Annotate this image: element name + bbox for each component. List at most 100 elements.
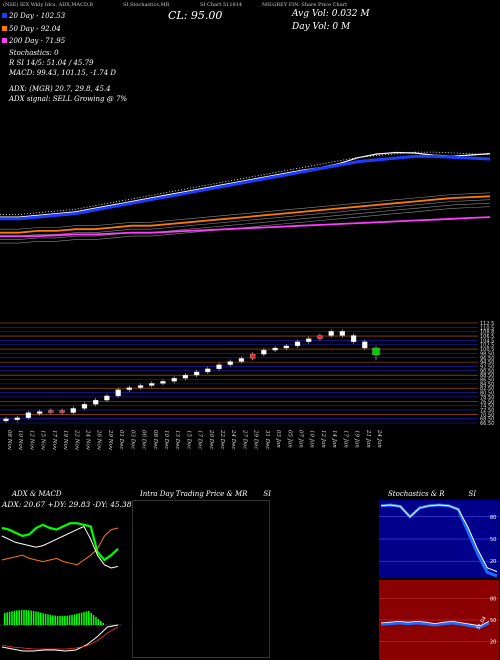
rsi-readout: R SI 14/5: 51.04 / 45.79 [9, 59, 94, 67]
macd-hist-bar [76, 613, 78, 625]
date-label: 20 Dec [208, 429, 214, 450]
macd-hist-bar [6, 612, 8, 625]
candle-body [104, 395, 110, 401]
adx-line-adx [1, 525, 119, 569]
price-label: 86.50 [480, 378, 494, 384]
candle-body [317, 335, 323, 339]
date-label: 15 Nov [40, 430, 46, 451]
date-label: 01 Dec [118, 430, 124, 450]
candle-body [126, 387, 132, 390]
date-label: 10 Jan [309, 430, 315, 448]
macd-hist-bar [35, 611, 37, 625]
date-label: 24 Jan [376, 429, 382, 448]
date-label: 08 Nov [6, 430, 12, 451]
macd-hist-bar [28, 610, 30, 625]
candle-body [362, 341, 368, 349]
date-label: 17 Dec [197, 430, 203, 450]
macd-hist-bar [20, 610, 23, 625]
macd-hist-bar [83, 612, 85, 625]
macd-hist-bar [64, 615, 66, 625]
ma-line-200-day [0, 216, 491, 237]
price-label: 84.50 [480, 382, 494, 388]
ma-line-20-day [0, 154, 491, 221]
candle-body [36, 411, 43, 414]
macd-hist-bar [102, 623, 104, 625]
adx-panel: ADX: 20.67 +DY: 29.83 -DY: 45.38 [0, 500, 132, 660]
macd-hist-bar [8, 611, 11, 625]
stoch-k-line [380, 503, 498, 578]
candle-body [3, 418, 9, 422]
macd-chart [0, 610, 122, 652]
date-label: 22 Dec [219, 429, 225, 450]
candle-body [193, 371, 200, 376]
macd-hist-bar [23, 610, 25, 625]
macd-hist-bar [97, 619, 100, 625]
price-label: 112.5 [480, 321, 494, 327]
date-label: 24 Dec [230, 429, 236, 450]
date-label: 19 Nov [62, 430, 68, 451]
candle-body [294, 341, 301, 347]
price-label: 104.5 [480, 338, 494, 344]
macd-hist-bar [88, 611, 90, 625]
macd-hist-bar [54, 615, 56, 625]
price-label: 80.50 [480, 391, 494, 397]
macd-hist-bar [44, 613, 47, 625]
stoch-level-label: 20 [490, 559, 496, 565]
candle-body [182, 374, 189, 379]
candle-body [137, 385, 144, 388]
avg-volume: Avg Vol: 0.032 M [292, 9, 370, 19]
candle-body [328, 331, 334, 336]
date-label: 19 Jan [354, 430, 360, 448]
macd-hist-bar [80, 612, 83, 625]
price-label: 108.8 [480, 330, 494, 336]
macd-hist-bar [16, 610, 18, 625]
price-label: 68.50 [480, 417, 494, 423]
macd-hist-bar [52, 615, 54, 625]
macd-hist-bar [32, 610, 35, 625]
legend-50day: 50 Day - 92.04 [2, 23, 65, 36]
source-line-2: SI,Stochastics,MR [123, 2, 170, 8]
price-label: 100.5 [480, 347, 494, 353]
candle-body [115, 389, 121, 397]
rsi-level-label: 80 [490, 596, 496, 602]
macd-hist-bar [56, 615, 59, 625]
rsi-level-label: 20 [490, 640, 496, 646]
date-label: 14 Jan [331, 430, 337, 448]
price-label: 102.5 [480, 343, 494, 349]
candle-body [48, 410, 54, 413]
rsi-panel: 80 50 20 51.04 [379, 580, 499, 660]
close-price: CL: 95.00 [168, 9, 223, 22]
legend-20day: 20 Day - 102.53 [2, 10, 65, 23]
macd-hist-bar [42, 613, 44, 625]
stoch-level-label: 50 [490, 537, 496, 543]
source-line: (NSE) IEX Wkly Idcs, ADX,MACD,B [3, 2, 94, 8]
macd-hist-bar [78, 613, 80, 625]
adx-readout: ADX: (MGR) 20.7, 29.8, 45.4 [9, 85, 111, 93]
macd-hist-bar [40, 612, 42, 625]
adx-panel-readout: ADX: 20.67 +DY: 29.83 -DY: 45.38 [2, 500, 132, 509]
price-label: 96.50 [480, 356, 494, 362]
price-label: 82.50 [480, 386, 494, 392]
date-label: 12 Jan [320, 430, 326, 448]
candle-body [238, 358, 245, 362]
candle-body [14, 417, 20, 420]
price-label: 76.50 [480, 399, 494, 405]
intraday-panel-title: Intra Day Trading Price & MR SI [140, 490, 271, 498]
stoch-level-label: 80 [490, 515, 496, 521]
macd-hist-bar [25, 610, 28, 625]
ma-line-50-day [0, 195, 491, 234]
date-label: 03 Jan [275, 430, 281, 448]
macd-hist-bar [47, 614, 49, 625]
macd-hist-bar [92, 615, 95, 625]
macd-hist-bar [95, 617, 97, 625]
date-label: 15 Dec [185, 430, 191, 450]
macd-readout: MACD: 99.43, 101.15, -1.74 D [9, 69, 116, 77]
legend-swatch-50 [2, 25, 7, 31]
price-label: 88.50 [480, 373, 494, 379]
moving-average-chart [0, 151, 491, 244]
price-label: 94.50 [480, 360, 494, 366]
day-volume: Day Vol: 0 M [292, 22, 351, 32]
price-label: 66.50 [480, 421, 494, 425]
macd-hist-bar [61, 615, 64, 625]
adx-chart [1, 522, 119, 569]
